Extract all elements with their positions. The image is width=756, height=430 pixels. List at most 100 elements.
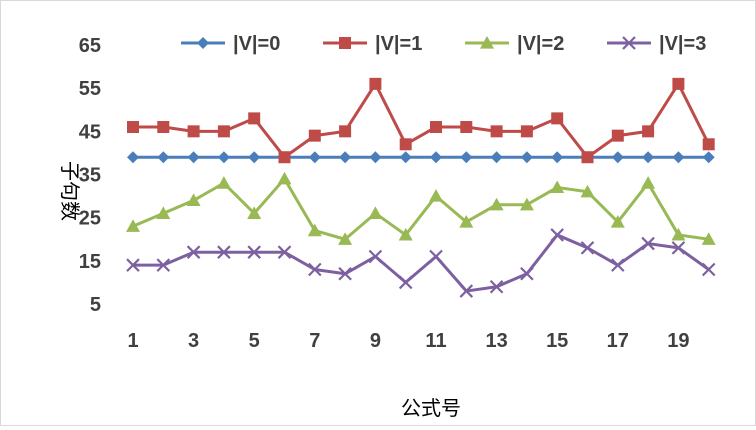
y-tick-label: 35 <box>79 165 101 187</box>
x-tick-label: 1 <box>127 330 138 352</box>
data-point <box>398 275 413 290</box>
data-point <box>217 151 230 164</box>
data-point <box>490 151 503 164</box>
data-point <box>550 228 564 242</box>
series-line <box>133 233 710 293</box>
legend-label: |V|=0 <box>233 33 280 55</box>
legend-item-2: |V|=2 <box>465 33 564 55</box>
x-axis-title: 公式号 <box>401 396 461 420</box>
x-tick-label: 11 <box>425 330 446 352</box>
x-tick-label: 17 <box>607 330 629 352</box>
data-point <box>307 223 322 237</box>
data-point <box>460 121 473 134</box>
data-point <box>338 267 352 281</box>
x-axis-ticks: 1 3 5 7 9 11 13 15 17 19 <box>127 330 689 352</box>
series-layer <box>126 77 716 298</box>
data-point <box>157 121 170 134</box>
data-point <box>156 258 171 272</box>
y-tick-label: 65 <box>79 35 101 57</box>
legend-item-0: |V|=0 <box>181 33 280 55</box>
data-point <box>277 171 292 185</box>
data-point <box>217 245 231 259</box>
data-point <box>278 151 291 164</box>
legend-marker <box>480 36 494 49</box>
data-point <box>672 151 685 164</box>
data-point <box>520 125 533 138</box>
data-point <box>490 125 503 138</box>
data-point <box>671 241 686 255</box>
data-point <box>157 151 170 164</box>
data-point <box>187 125 200 138</box>
data-point <box>187 151 200 164</box>
data-point <box>520 267 534 281</box>
data-point <box>308 151 321 164</box>
x-tick-label: 5 <box>249 330 260 352</box>
y-axis-title: 子句数 <box>58 161 82 221</box>
data-point <box>642 125 655 138</box>
x-tick-label: 13 <box>485 330 507 352</box>
series-1 <box>127 77 715 164</box>
legend-marker <box>622 36 636 50</box>
data-point <box>611 129 624 142</box>
data-point <box>701 232 716 245</box>
data-point <box>519 197 534 211</box>
x-tick-label: 19 <box>667 330 689 352</box>
x-tick-label: 3 <box>188 330 199 352</box>
data-point <box>671 227 686 241</box>
data-point <box>580 241 595 255</box>
data-point <box>277 245 292 259</box>
series-3 <box>126 228 716 298</box>
data-point <box>338 232 353 245</box>
data-point <box>460 151 473 164</box>
data-point <box>610 214 625 228</box>
data-point <box>701 262 716 277</box>
series-line <box>133 82 711 159</box>
data-point <box>308 129 321 142</box>
data-point <box>308 262 322 277</box>
data-point <box>429 189 443 202</box>
legend-marker <box>197 37 209 49</box>
data-point <box>581 151 594 164</box>
data-point <box>339 125 352 138</box>
series-0 <box>127 151 715 164</box>
data-point <box>430 151 442 164</box>
data-point <box>369 151 382 164</box>
data-point <box>399 138 412 151</box>
data-point <box>156 206 171 219</box>
data-point <box>550 180 565 194</box>
data-point <box>459 214 474 228</box>
data-point <box>520 151 533 164</box>
data-point <box>580 184 595 198</box>
data-point <box>248 151 261 164</box>
data-point <box>247 206 262 219</box>
y-tick-label: 25 <box>79 208 101 230</box>
y-tick-label: 45 <box>79 121 101 143</box>
data-point <box>489 279 504 294</box>
x-tick-label: 15 <box>546 330 568 352</box>
data-point <box>369 77 382 90</box>
data-point <box>399 151 412 164</box>
data-point <box>429 249 443 264</box>
x-tick-label: 9 <box>370 330 381 352</box>
x-tick-label: 7 <box>309 330 320 352</box>
data-point <box>551 112 564 125</box>
data-point <box>672 77 685 90</box>
data-point <box>702 151 715 164</box>
data-point <box>126 219 140 232</box>
legend-label: |V|=3 <box>659 33 706 55</box>
data-point <box>126 258 140 272</box>
data-point <box>339 151 352 164</box>
legend-label: |V|=2 <box>517 33 564 55</box>
data-point <box>186 245 201 259</box>
data-point <box>611 151 624 164</box>
series-2 <box>126 171 716 245</box>
data-point <box>368 249 383 264</box>
legend-item-1: |V|=1 <box>323 33 422 55</box>
data-point <box>702 138 715 151</box>
legend-label: |V|=1 <box>375 33 422 55</box>
data-point <box>247 245 261 259</box>
data-point <box>430 121 442 134</box>
y-tick-label: 5 <box>90 294 101 316</box>
